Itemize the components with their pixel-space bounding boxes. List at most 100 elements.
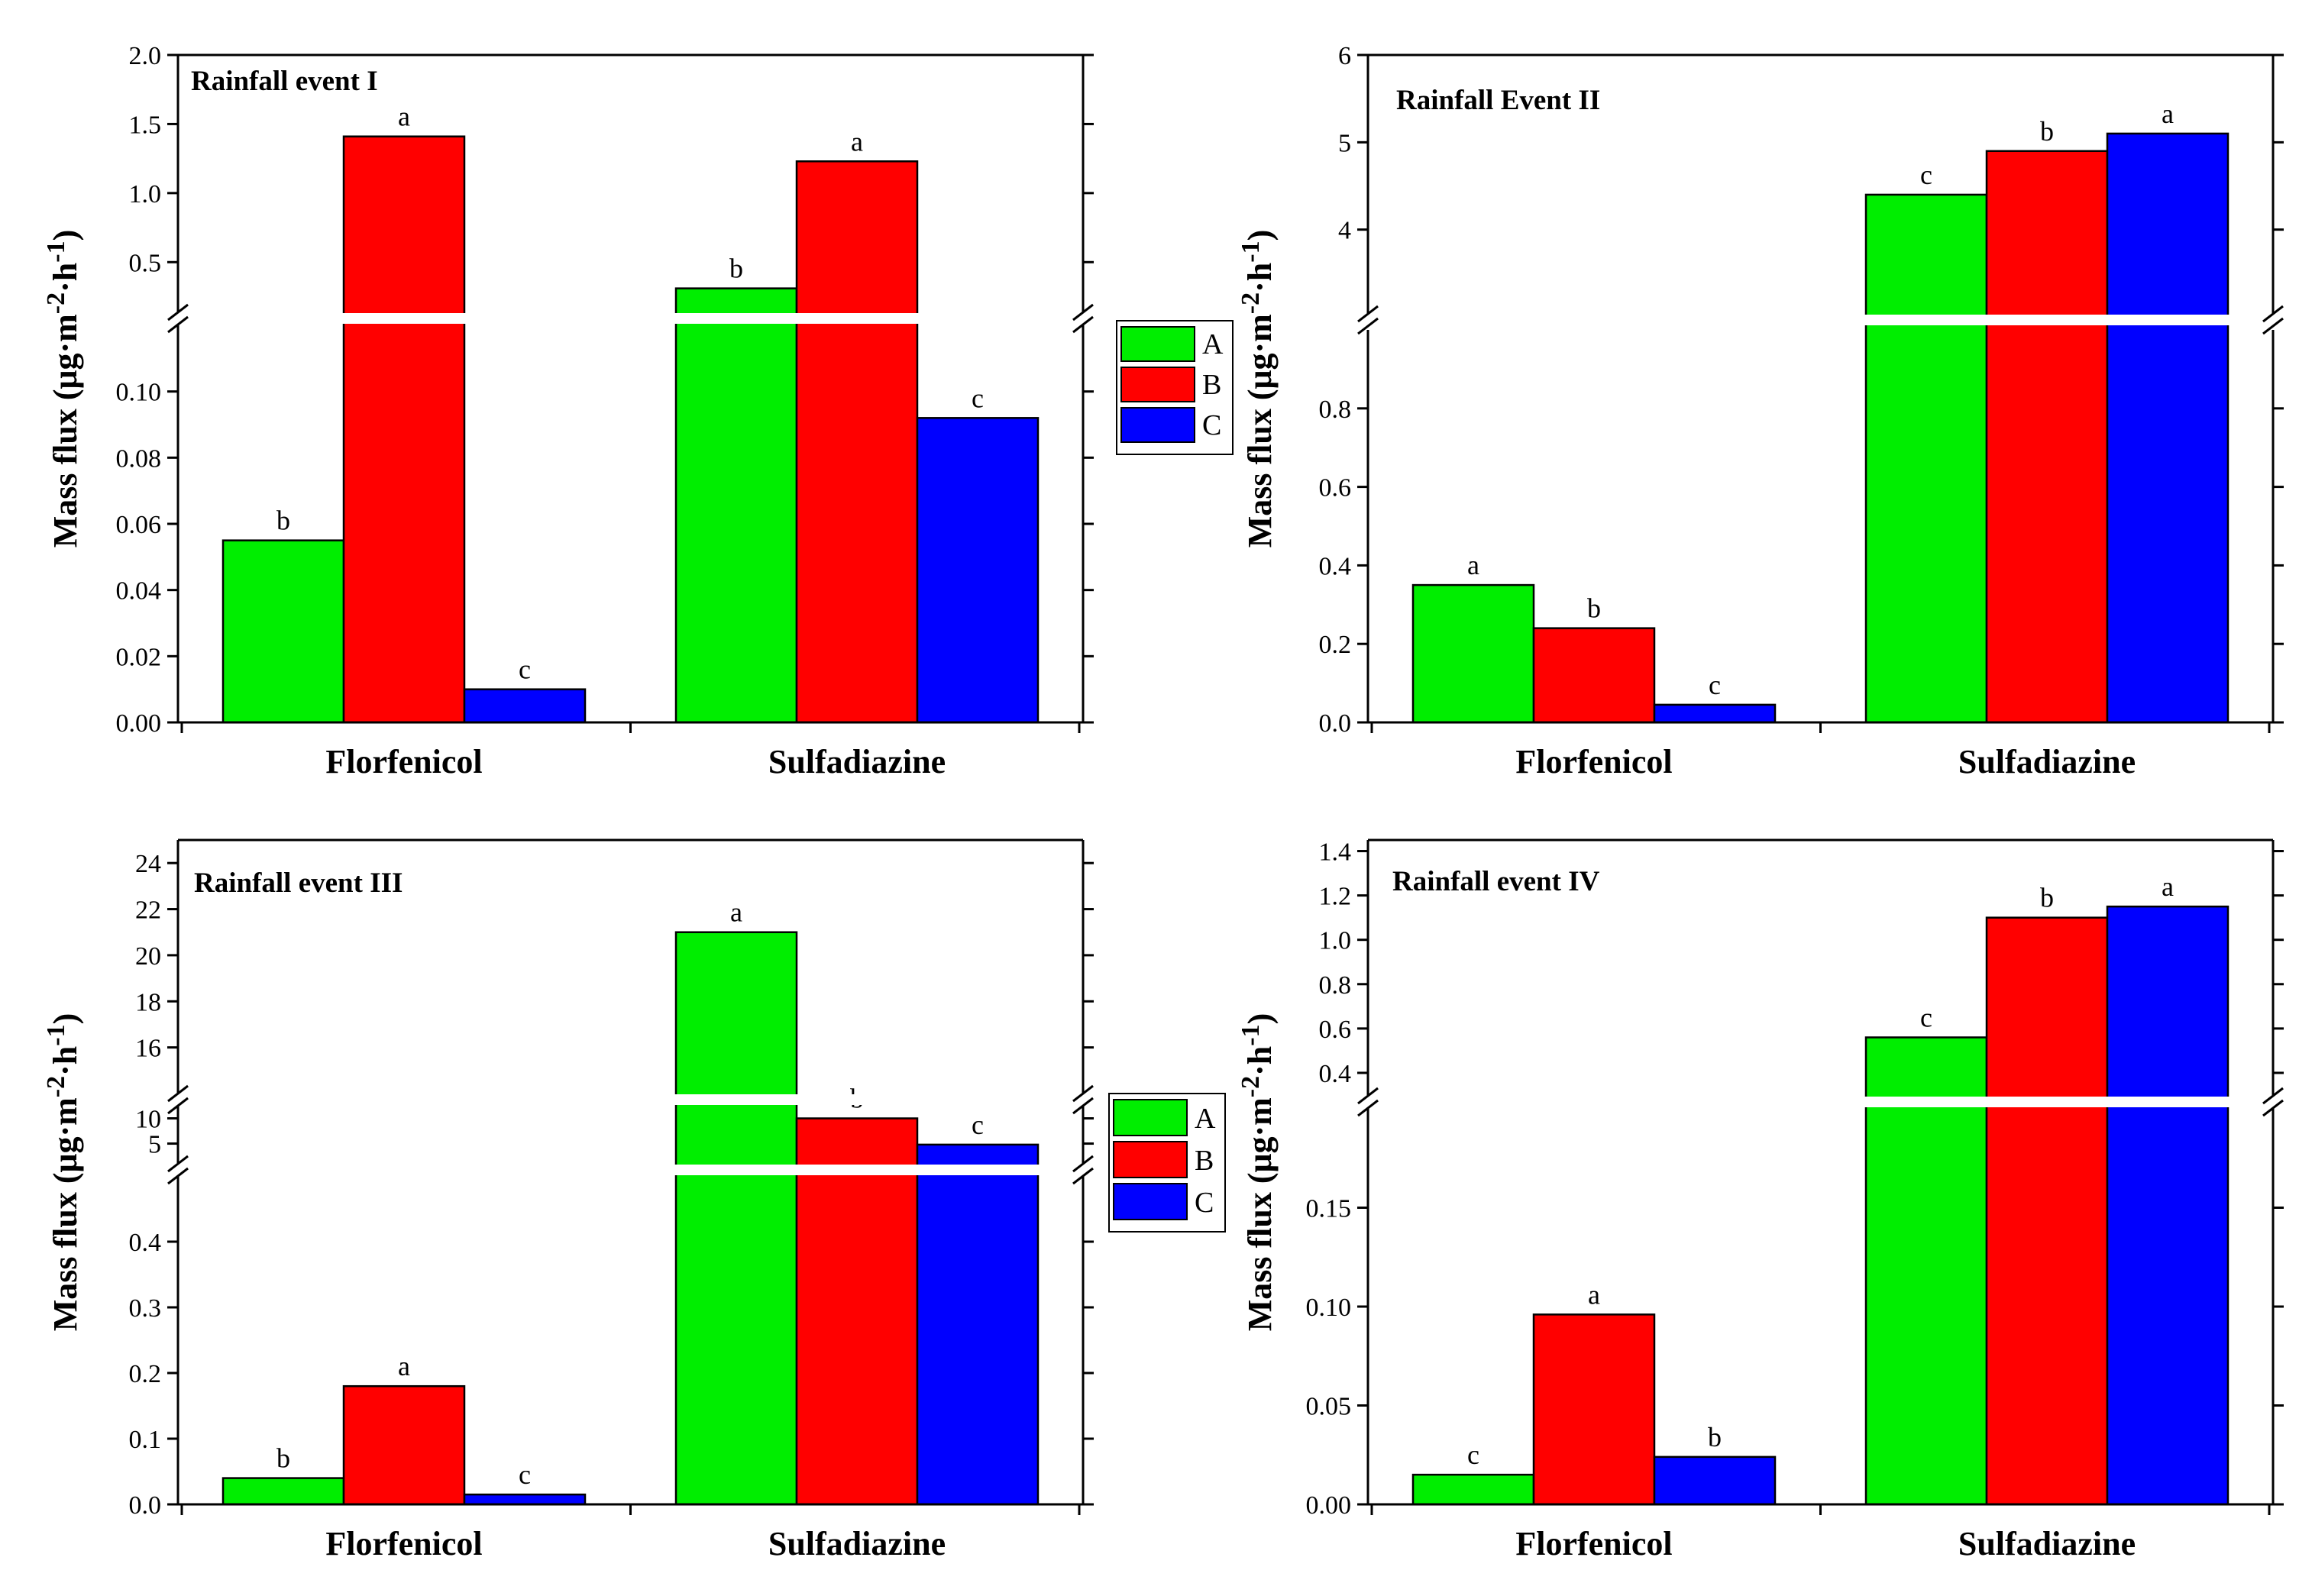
y-tick-label: 5 [148,1131,161,1159]
bar-florfenicol-A [1411,583,1535,724]
bar-florfenicol-A [221,1477,345,1506]
y-tick-label: 2.0 [129,42,162,70]
y-tick-label: 0.8 [1319,971,1352,1000]
y-tick-label: 0.06 [116,511,162,539]
axis-break-mark [2262,317,2284,335]
legend-label-A: A [1195,1103,1216,1135]
y-tick-label: 0.2 [129,1360,162,1388]
legend-2: ABC [1108,1093,1226,1233]
legend-swatch-B [1120,367,1195,402]
x-category-label: Florfenicol [325,1525,482,1562]
y-tick-label: 4 [1338,217,1351,245]
y-tick-label: 5 [1338,129,1351,157]
significance-label: b [1587,593,1601,624]
y-tick-label: 1.5 [129,111,162,139]
y-tick-label: 0.3 [129,1294,162,1323]
axis-break-mark [1072,1084,1094,1103]
y-tick-label: 22 [135,897,161,925]
legend-swatch-C [1113,1183,1188,1220]
significance-label: b [276,1443,290,1474]
y-tick-label: 0.05 [1306,1393,1352,1421]
y-tick-label: 24 [135,850,161,878]
chart-panel-3: bacabc0.00.10.20.30.45101618202224Florfe… [42,838,1094,1562]
bar-sulfadiazine-C [2106,905,2229,1506]
y-tick-label: 0.4 [129,1229,162,1257]
bar-florfenicol-C [1653,703,1777,724]
axis-break-mark [167,315,189,334]
y-tick-label: 20 [135,942,161,971]
y-axis-label: Mass flux (μg·m-2·h-1) [42,1013,84,1332]
significance-label: c [1920,160,1932,190]
legend-label-C: C [1195,1187,1214,1219]
y-axis-label: Mass flux (μg·m-2·h-1) [1237,230,1279,548]
bar-sulfadiazine-A [1864,1036,1988,1506]
x-category-label: Florfenicol [1515,1525,1672,1562]
y-tick-label: 0.0 [129,1491,162,1520]
y-tick-label: 0.5 [129,249,162,277]
y-tick-label: 1.4 [1319,838,1352,867]
significance-label: b [2040,883,2054,913]
axis-break-mark [167,303,189,321]
axis-break-band [179,313,1082,324]
y-tick-label: 1.0 [129,180,162,208]
y-tick-label: 0.0 [1319,709,1352,738]
y-tick-label: 10 [135,1106,161,1134]
axis-break-band [1369,315,2272,325]
significance-label: b [729,254,743,284]
axis-break-mark [1072,1167,1094,1185]
significance-label: c [1709,670,1721,700]
axis-break-mark [167,1097,189,1115]
significance-label: c [972,1110,984,1140]
y-tick-label: 0.4 [1319,1060,1352,1088]
axis-break-mark [1357,305,1379,323]
bar-florfenicol-C [1653,1455,1777,1506]
axis-break-band [179,1165,1082,1175]
y-tick-label: 0.10 [1306,1294,1352,1322]
axis-break-mark [2262,1099,2284,1117]
x-category-label: Florfenicol [325,743,482,780]
bar-sulfadiazine-C [2106,132,2229,724]
significance-label: c [972,383,984,413]
y-tick-label: 0.08 [116,444,162,473]
significance-label: c [1920,1002,1932,1032]
bar-sulfadiazine-B [1985,916,2109,1506]
chart-panel-1: b a c b a c 0.00 0.02 0.04 0.06 0.08 0.10 0.5 1.0 1.5 2… [42,42,1094,780]
significance-label: a [1588,1279,1600,1310]
axis-break-band [1369,1097,2272,1107]
significance-label: b [1708,1422,1722,1452]
significance-label: b [2040,116,2054,147]
y-axis-label: Mass flux (μg·m-2·h-1) [1237,1013,1279,1332]
y-tick-label: 0.1 [129,1426,162,1454]
chart-title: Rainfall event IV [1392,866,1600,897]
y-tick-label: 1.2 [1319,883,1352,911]
axis-break-mark [1072,315,1094,334]
y-tick-label: 6 [1338,42,1351,70]
bar-sulfadiazine-B [795,160,919,724]
y-tick-label: 0.6 [1319,474,1352,502]
significance-label: c [519,654,531,685]
axis-break-mark [1072,1155,1094,1173]
bar-florfenicol-B [1532,627,1656,724]
significance-label: a [398,102,410,132]
y-tick-label: 0.15 [1306,1195,1352,1223]
y-tick-label: 0.00 [1306,1491,1352,1520]
y-axis-label: Mass flux (μg·m-2·h-1) [42,230,84,548]
bar-florfenicol-B [342,1384,466,1506]
legend-1: ABC [1116,320,1234,455]
axis-break-mark [167,1155,189,1173]
y-tick-label: 0.8 [1319,396,1352,424]
axis-break-mark [1357,1099,1379,1117]
significance-label: a [2162,99,2174,129]
y-tick-label: 0.00 [116,709,162,738]
legend-label-A: A [1202,328,1224,360]
axis-break-mark [167,1167,189,1185]
legend-swatch-A [1113,1099,1188,1136]
bar-sulfadiazine-A [674,287,798,724]
bar-sulfadiazine-C [916,417,1040,724]
significance-label: a [398,1351,410,1381]
x-category-label: Sulfadiazine [1958,743,2136,780]
significance-label: a [1467,550,1479,580]
y-tick-label: 0.04 [116,577,162,606]
x-category-label: Sulfadiazine [768,1525,946,1562]
